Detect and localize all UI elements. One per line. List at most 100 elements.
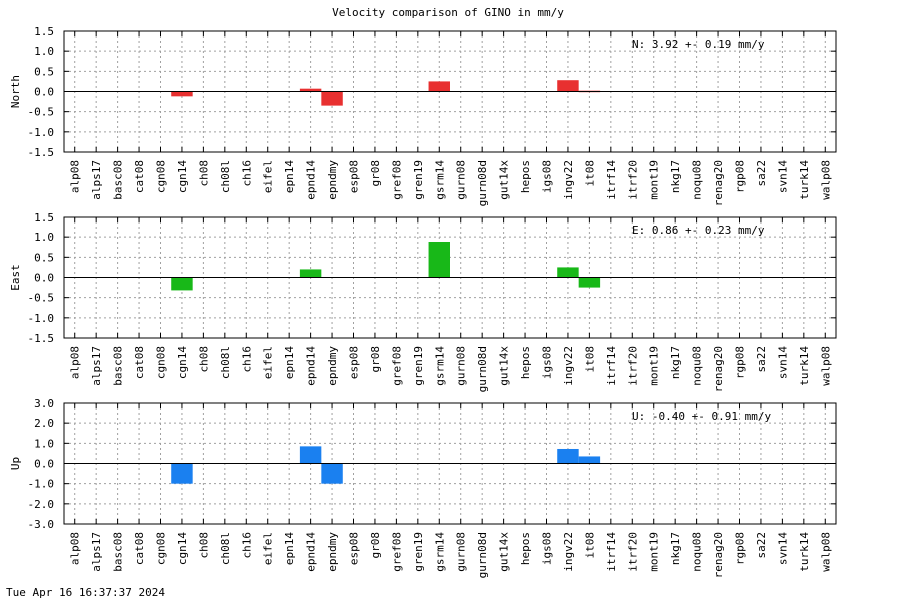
panel-north: 1.5 1.0 0.5 0.0 -0.5 -1.0 -1.5 North N: 3.92 +- … [9, 25, 837, 206]
bar-cgn14 [171, 91, 193, 97]
y-tick-label: -0.5 [28, 292, 55, 305]
x-tick-label: ch16 [240, 346, 253, 373]
x-tick-label: nkg17 [669, 532, 682, 565]
bar-epnd14 [299, 88, 322, 92]
x-tick-label: gref08 [390, 160, 403, 200]
bar-epnd14 [299, 446, 322, 464]
x-tick-label: itrf14 [605, 532, 618, 572]
stat-annotation: N: 3.92 +- 0.19 mm/y [632, 38, 765, 51]
plot-frame [63, 402, 837, 525]
x-tick-label: itrf20 [626, 346, 639, 386]
x-tick-label: gurn08 [455, 346, 468, 386]
bar-ingv22 [557, 267, 579, 278]
bar-cgn14 [171, 277, 193, 291]
x-tick-label: rgp08 [734, 532, 747, 565]
x-tick-label: sa22 [755, 160, 768, 187]
x-tick-label: cgn08 [155, 346, 168, 379]
stat-annotation: E: 0.86 +- 0.23 mm/y [632, 224, 765, 237]
y-tick-label: -1.0 [28, 312, 55, 325]
x-tick-label: ch08 [197, 346, 210, 373]
x-tick-label: svn14 [776, 346, 789, 379]
bar-epndmy [321, 463, 343, 484]
x-tick-label: sa22 [755, 346, 768, 373]
y-tick-label: 1.5 [34, 211, 54, 224]
x-tick-label: cgn14 [176, 160, 189, 193]
plot-frame [63, 216, 837, 339]
x-tick-label: epndmy [326, 346, 339, 386]
x-tick-label: sa22 [755, 532, 768, 559]
x-tick-label: gurn08 [455, 532, 468, 572]
x-tick-label: gut14x [498, 346, 511, 386]
x-tick-label: epn14 [283, 346, 296, 379]
x-tick-label: cgn08 [155, 160, 168, 193]
x-tick-label: nkg17 [669, 160, 682, 193]
y-tick-label: -1.5 [28, 332, 55, 345]
y-tick-label: 2.0 [34, 417, 54, 430]
x-tick-label: turk14 [798, 532, 811, 572]
panel-east: 1.5 1.0 0.5 0.0 -0.5 -1.0 -1.5 East E: 0.86 +- 0… [9, 211, 837, 392]
y-tick-label: 0.5 [34, 65, 54, 78]
y-tick-label: 3.0 [34, 397, 54, 410]
bar-epndmy [321, 91, 343, 106]
x-tick-label: renag20 [712, 346, 725, 392]
timestamp-footer: Tue Apr 16 16:37:37 2024 [6, 586, 165, 599]
y-tick-label: 1.5 [34, 25, 54, 38]
x-tick-label: epnd14 [305, 532, 318, 572]
x-tick-label: it08 [583, 160, 596, 187]
x-tick-label: itrf20 [626, 532, 639, 572]
x-tick-label: noqu08 [691, 160, 704, 200]
x-tick-label: ingv22 [562, 532, 575, 572]
x-tick-label: basc08 [112, 346, 125, 386]
y-tick-label: 1.0 [34, 45, 54, 58]
y-tick-label: -1.5 [28, 146, 55, 159]
x-tick-label: itrf20 [626, 160, 639, 200]
x-tick-label: gren19 [412, 346, 425, 386]
x-tick-label: noqu08 [691, 346, 704, 386]
x-tick-label: gref08 [390, 346, 403, 386]
x-tick-label: epndmy [326, 160, 339, 200]
y-axis-label: East [9, 264, 22, 291]
x-tick-label: hepos [519, 346, 532, 379]
x-tick-label: cgn14 [176, 346, 189, 379]
y-tick-label: 0.5 [34, 251, 54, 264]
x-tick-label: alps17 [90, 160, 103, 200]
x-tick-label: eifel [262, 346, 275, 379]
x-tick-label: gr08 [369, 532, 382, 559]
x-tick-label: walp08 [819, 346, 832, 386]
x-tick-label: gurn08d [476, 532, 489, 578]
plot-frame [63, 30, 837, 153]
x-tick-label: gut14x [498, 160, 511, 200]
bar-ingv22 [557, 80, 579, 92]
y-axis-label: Up [9, 457, 22, 470]
x-tick-label: it08 [583, 532, 596, 559]
x-tick-label: alps17 [90, 346, 103, 386]
x-tick-label: cat08 [133, 346, 146, 379]
x-tick-label: basc08 [112, 532, 125, 572]
x-tick-label: ch08 [197, 532, 210, 559]
x-tick-label: it08 [583, 346, 596, 373]
x-tick-label: eifel [262, 160, 275, 193]
stat-annotation: U: -0.40 +- 0.91 mm/y [632, 410, 771, 423]
x-tick-label: renag20 [712, 532, 725, 578]
chart-title: Velocity comparison of GINO in mm/y [332, 6, 564, 19]
y-tick-label: -0.5 [28, 106, 55, 119]
x-tick-label: rgp08 [734, 160, 747, 193]
y-tick-label: -1.0 [28, 478, 55, 491]
x-tick-label: igs08 [541, 346, 554, 379]
x-tick-label: gref08 [390, 532, 403, 572]
x-tick-label: renag20 [712, 160, 725, 206]
x-tick-label: epnd14 [305, 160, 318, 200]
x-tick-label: gr08 [369, 160, 382, 187]
x-tick-label: noqu08 [691, 532, 704, 572]
x-tick-label: hepos [519, 160, 532, 193]
x-tick-label: gr08 [369, 346, 382, 373]
x-tick-label: epn14 [283, 532, 296, 565]
x-tick-label: ingv22 [562, 346, 575, 386]
bar-gsrm14 [428, 242, 450, 278]
bar-ingv22 [557, 448, 579, 464]
x-tick-label: alp08 [69, 160, 82, 193]
x-tick-label: epndmy [326, 532, 339, 572]
x-tick-label: esp08 [348, 160, 361, 193]
x-tick-label: itrf14 [605, 160, 618, 200]
x-tick-label: turk14 [798, 346, 811, 386]
